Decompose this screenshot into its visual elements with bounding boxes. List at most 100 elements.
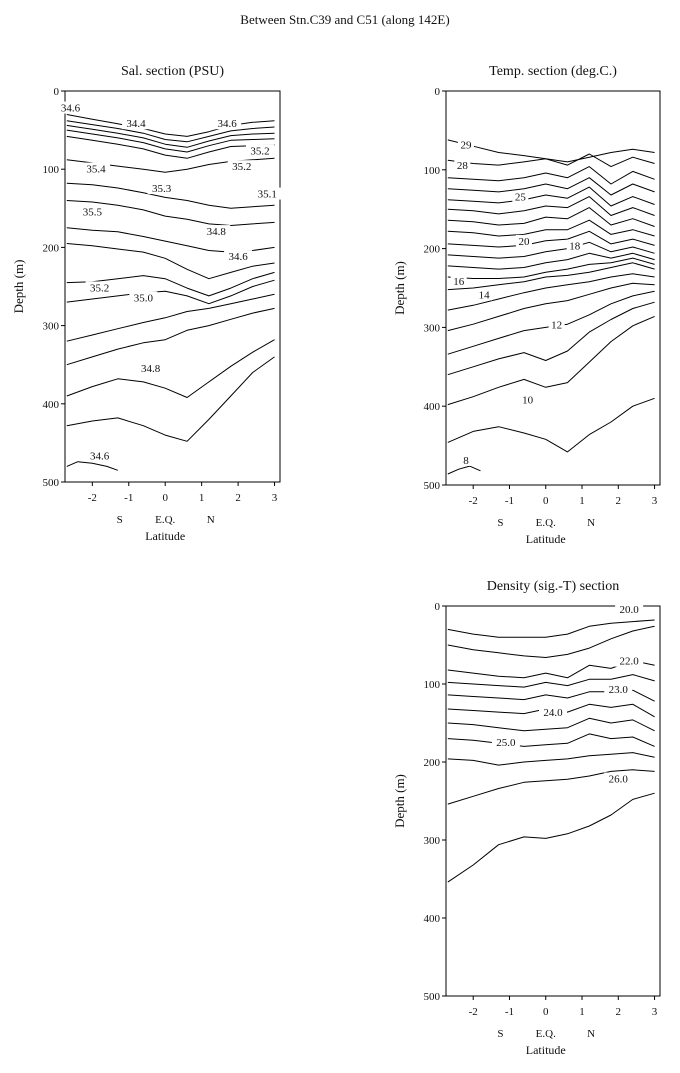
contour-label-background xyxy=(457,138,474,151)
contour-label: 35.1 xyxy=(258,189,277,201)
x-tick-label: -1 xyxy=(505,495,514,507)
contour-label-background xyxy=(224,250,253,263)
y-tick-label: 300 xyxy=(424,835,441,847)
y-axis-label: Depth (m) xyxy=(392,261,407,315)
x-tick-label: 0 xyxy=(543,1006,549,1018)
y-tick-label: 0 xyxy=(435,601,441,613)
contour-label-background xyxy=(122,117,151,130)
panel-title: Sal. section (PSU) xyxy=(121,64,224,79)
contour-label: 29 xyxy=(460,140,472,152)
temperature-section-panel: Temp. section (deg.C.) 0 100 200 300 400 500 -2… xyxy=(392,64,661,546)
y-tick-label: 100 xyxy=(424,165,441,177)
x-tick-label: -2 xyxy=(469,1006,478,1018)
contour-label: 34.6 xyxy=(228,251,248,263)
hemisphere-label: N xyxy=(207,514,215,526)
contour-label: 10 xyxy=(522,394,534,406)
contour-line xyxy=(66,182,275,209)
x-tick-label: -1 xyxy=(505,1006,514,1018)
y-tick-label: 500 xyxy=(424,480,441,492)
contour-line xyxy=(447,397,655,453)
contour-label: 35.2 xyxy=(250,146,269,158)
contour-label-background xyxy=(515,234,532,247)
x-tick-label: 2 xyxy=(235,492,241,504)
contour-label: 35.2 xyxy=(90,282,109,294)
contour-line xyxy=(447,465,481,475)
contour-label-background xyxy=(213,117,242,130)
contour-line xyxy=(66,120,275,143)
x-tick-label: 2 xyxy=(616,495,622,507)
plot-frame xyxy=(445,605,661,997)
contour-line xyxy=(447,252,655,270)
y-axis-label: Depth (m) xyxy=(392,774,407,828)
y-tick-label: 200 xyxy=(424,244,441,256)
contour-line xyxy=(66,461,118,471)
hemisphere-label: E.Q. xyxy=(536,517,556,529)
contour-line xyxy=(447,717,655,732)
hemisphere-label: N xyxy=(587,517,595,529)
x-tick-label: 1 xyxy=(199,492,205,504)
contour-line xyxy=(447,752,655,766)
y-axis-label: Depth (m) xyxy=(11,260,26,314)
y-tick-label: 400 xyxy=(424,401,441,413)
contour-label: 26.0 xyxy=(609,774,629,786)
contour-label: 35.4 xyxy=(86,164,106,176)
panel-title: Temp. section (deg.C.) xyxy=(489,64,617,79)
contour-line xyxy=(447,186,655,207)
panel-title: Density (sig.-T) section xyxy=(487,579,620,594)
hemisphere-label: E.Q. xyxy=(155,514,175,526)
contour-label-background xyxy=(129,291,158,304)
contour-line xyxy=(447,207,655,227)
contour-label-background xyxy=(604,772,633,785)
contour-line xyxy=(66,129,275,153)
hemisphere-label: N xyxy=(587,1028,595,1040)
contour-label-background xyxy=(450,275,467,288)
y-tick-label: 0 xyxy=(435,86,441,98)
x-tick-label: 1 xyxy=(579,1006,585,1018)
contour-label: 20 xyxy=(518,236,530,248)
contour-label: 34.8 xyxy=(141,363,161,375)
contour-line xyxy=(66,135,275,159)
contour-label-background xyxy=(566,239,583,252)
contour-line xyxy=(447,619,655,638)
contour-line xyxy=(447,230,655,248)
contour-label: 35.3 xyxy=(152,183,172,195)
figure-title: Between Stn.C39 and C51 (along 142E) xyxy=(240,12,449,27)
contour-label-background xyxy=(85,449,114,462)
y-tick-label: 100 xyxy=(43,164,60,176)
contour-label: 34.6 xyxy=(218,118,238,130)
contour-line xyxy=(447,196,655,216)
x-tick-label: -2 xyxy=(469,495,478,507)
contour-label: 25 xyxy=(515,192,527,204)
contour-label-background xyxy=(491,735,520,748)
contour-label-background xyxy=(245,144,274,157)
contour-line xyxy=(66,356,275,442)
hemisphere-label: S xyxy=(117,514,123,526)
x-tick-label: 3 xyxy=(652,1006,658,1018)
contour-label: 25.0 xyxy=(496,737,516,749)
contour-label-background xyxy=(519,393,536,406)
contour-label: 8 xyxy=(463,455,469,467)
contour-label-background xyxy=(227,160,256,173)
contour-label: 35.0 xyxy=(134,293,154,305)
contour-line xyxy=(66,114,275,137)
contour-line xyxy=(66,243,275,280)
hemisphere-label: E.Q. xyxy=(536,1028,556,1040)
y-tick-label: 300 xyxy=(43,321,60,333)
contour-label-background xyxy=(136,361,165,374)
x-axis-label: Latitude xyxy=(526,532,566,546)
y-tick-label: 200 xyxy=(43,242,60,254)
contour-line xyxy=(66,293,275,342)
contour-line xyxy=(447,625,655,658)
contour-label-background xyxy=(78,205,107,218)
y-tick-label: 500 xyxy=(424,991,441,1003)
contour-label-background xyxy=(539,706,567,719)
contour-line xyxy=(447,177,655,196)
y-tick-label: 300 xyxy=(424,322,441,334)
contour-label-background xyxy=(147,182,176,195)
contour-line xyxy=(447,674,655,688)
contour-line xyxy=(447,262,655,291)
contour-label: 23.0 xyxy=(609,684,629,696)
contour-label: 16 xyxy=(453,276,465,288)
contour-label-background xyxy=(202,225,231,238)
